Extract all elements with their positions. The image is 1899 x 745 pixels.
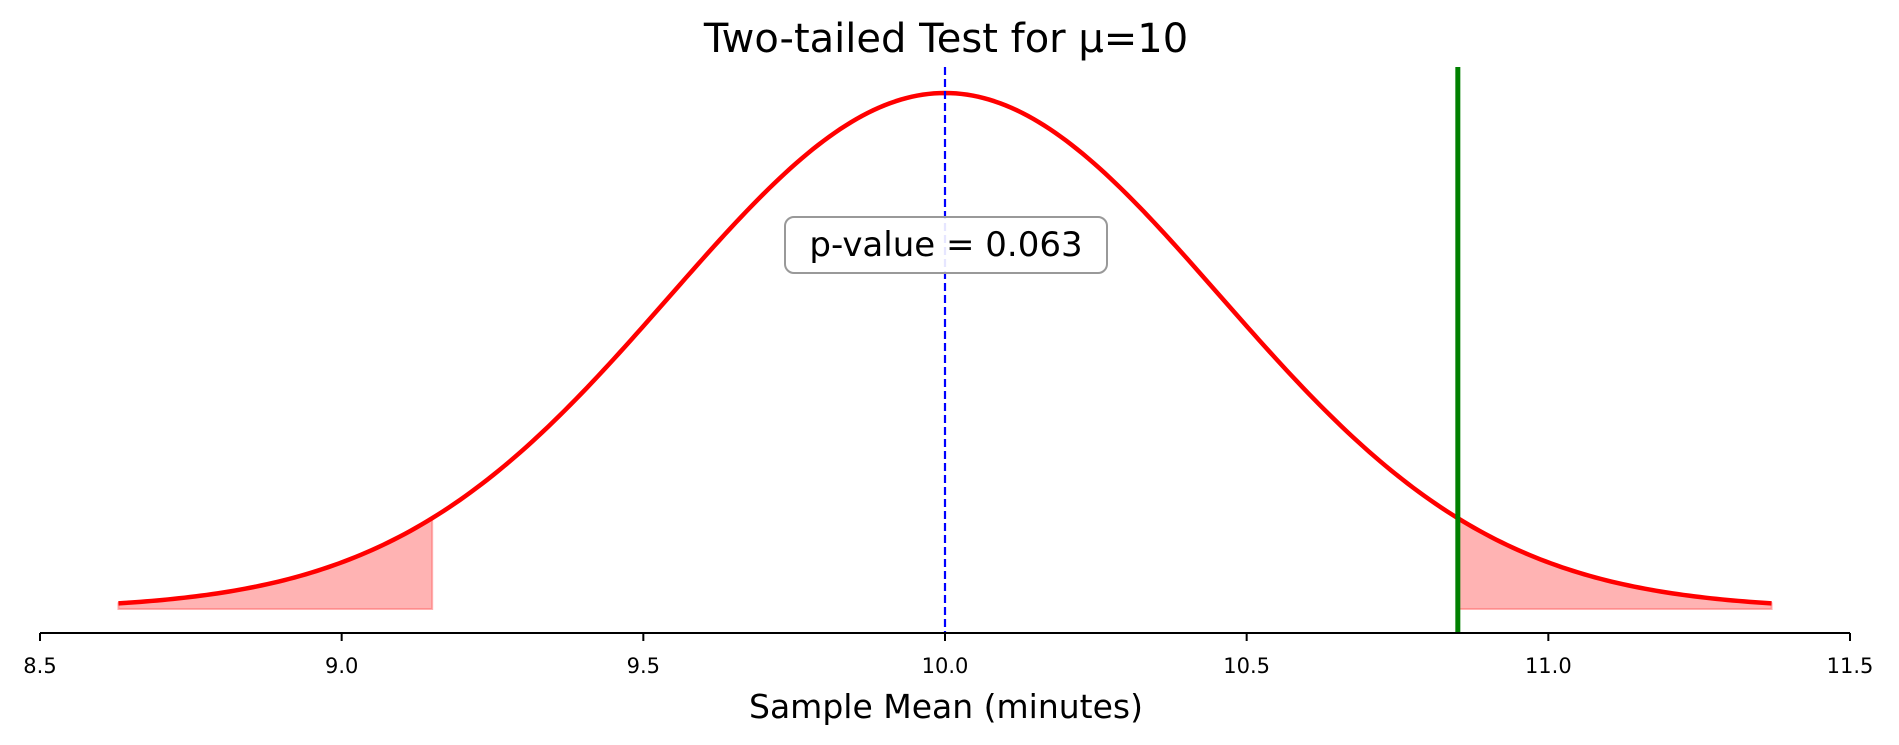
x-tick-label: 8.5 — [23, 654, 56, 678]
x-tick-label: 10.0 — [922, 654, 969, 678]
rejection-region-right — [1456, 516, 1773, 610]
x-tick-label: 11.5 — [1827, 654, 1874, 678]
rejection-region-left — [117, 516, 434, 610]
x-axis-ticks: 8.5 9.0 9.5 10.0 10.5 11.0 11.5 — [23, 633, 1873, 678]
x-axis-label: Sample Mean (minutes) — [749, 687, 1143, 726]
p-value-annotation: p-value = 0.063 — [784, 216, 1108, 274]
x-tick-label: 11.0 — [1525, 654, 1572, 678]
p-value-label: p-value = 0.063 — [809, 225, 1082, 265]
reference-lines — [943, 67, 1461, 633]
x-tick-label: 10.5 — [1223, 654, 1270, 678]
p-value-box — [784, 216, 1108, 274]
x-tick-label: 9.5 — [627, 654, 660, 678]
chart-title: Two-tailed Test for μ=10 — [703, 16, 1188, 62]
x-tick-label: 9.0 — [325, 654, 358, 678]
